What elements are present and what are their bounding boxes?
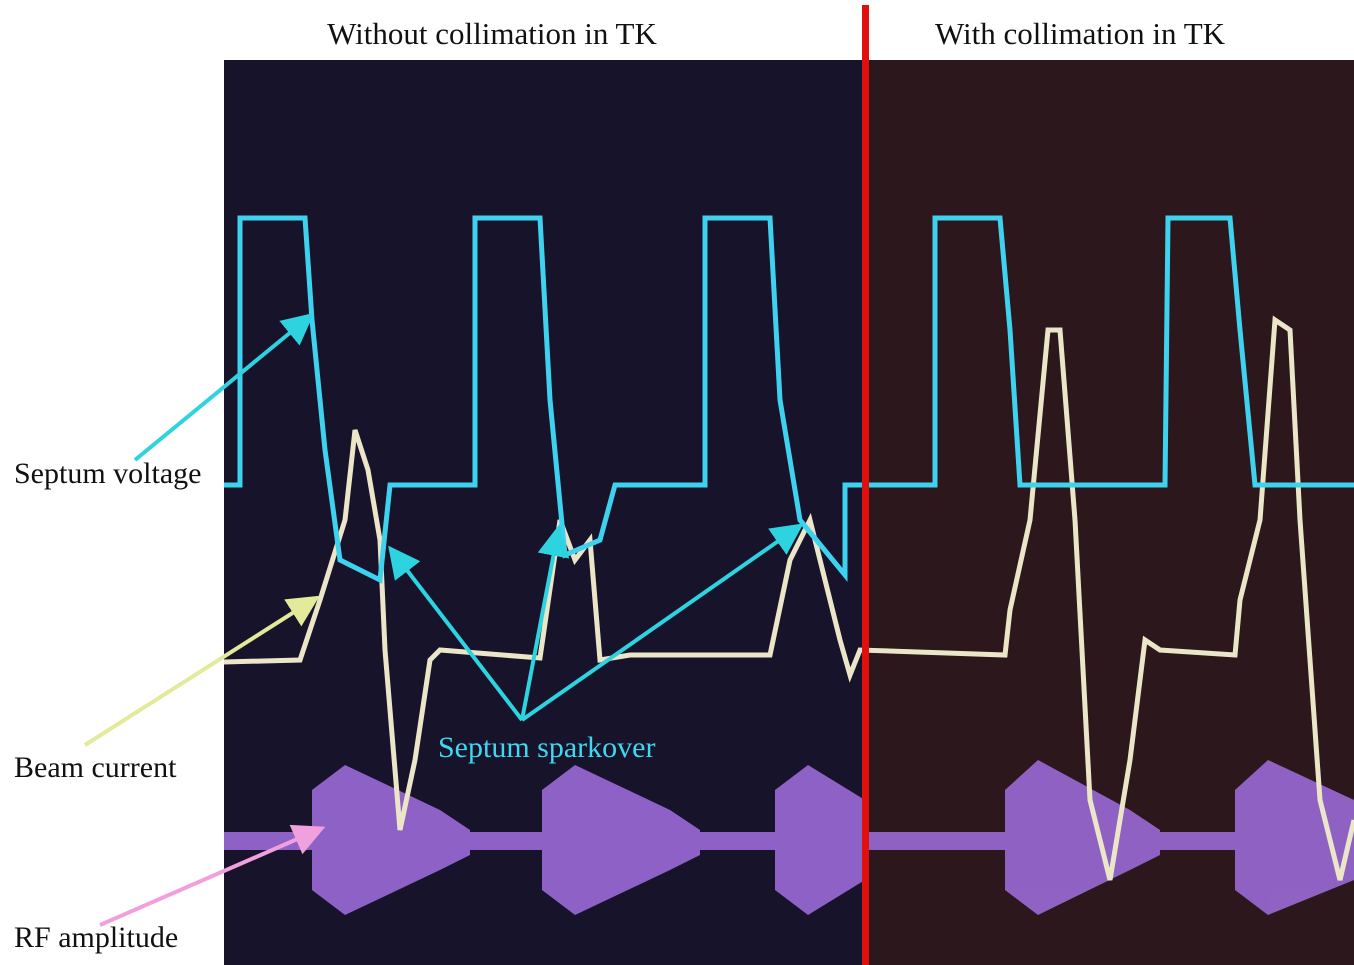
left-title: Without collimation in TK: [327, 16, 657, 51]
right-title: With collimation in TK: [935, 16, 1226, 51]
label: RF amplitude: [14, 921, 178, 954]
rf-arrow: [99, 824, 326, 927]
divider: [862, 5, 869, 965]
label: Septum voltage: [14, 457, 201, 490]
beam-trace: [223, 315, 1354, 881]
cyan-arrows: [133, 312, 804, 722]
septum-trace: [224, 215, 1354, 584]
rf-trace: [224, 760, 1354, 915]
label: Beam current: [14, 751, 177, 784]
beam-arrow: [83, 595, 320, 747]
label: Septum sparkover: [438, 731, 655, 764]
